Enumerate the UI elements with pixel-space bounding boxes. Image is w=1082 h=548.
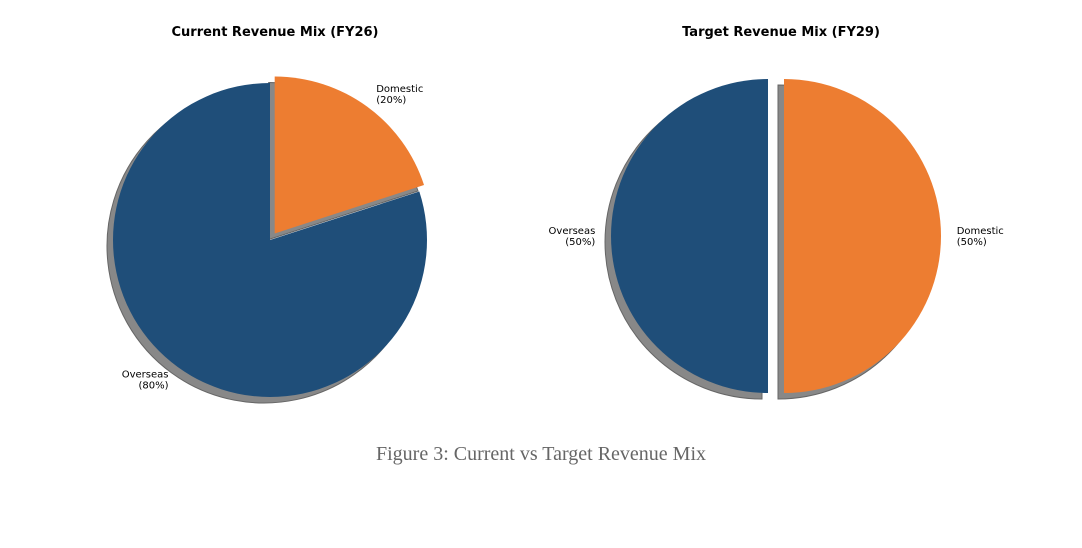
slice-percent: (20%) bbox=[376, 95, 406, 106]
slice-label: Overseas bbox=[549, 226, 596, 237]
pie-1: Domestic(50%)Overseas(50%) bbox=[549, 79, 1004, 400]
slice-percent: (50%) bbox=[565, 237, 595, 248]
wedge-overseas bbox=[113, 83, 427, 397]
wedge-domestic bbox=[274, 76, 425, 234]
wedge-domestic bbox=[784, 79, 941, 393]
slice-percent: (80%) bbox=[138, 381, 168, 392]
figure-caption: Figure 3: Current vs Target Revenue Mix bbox=[375, 443, 707, 465]
slice-label: Domestic bbox=[376, 84, 423, 95]
pie-0: Domestic(20%) Overseas(80%) bbox=[106, 76, 427, 404]
wedge-overseas bbox=[611, 79, 768, 393]
slice-label: Overseas bbox=[122, 370, 169, 381]
slice-percent: (50%) bbox=[957, 237, 987, 248]
slice-label: Domestic bbox=[957, 226, 1004, 237]
chart-title-target: Target Revenue Mix (FY29) bbox=[682, 25, 880, 40]
pie-charts: Current Revenue Mix (FY26) Target Revenu… bbox=[106, 25, 1004, 404]
chart-title-current: Current Revenue Mix (FY26) bbox=[172, 25, 379, 40]
